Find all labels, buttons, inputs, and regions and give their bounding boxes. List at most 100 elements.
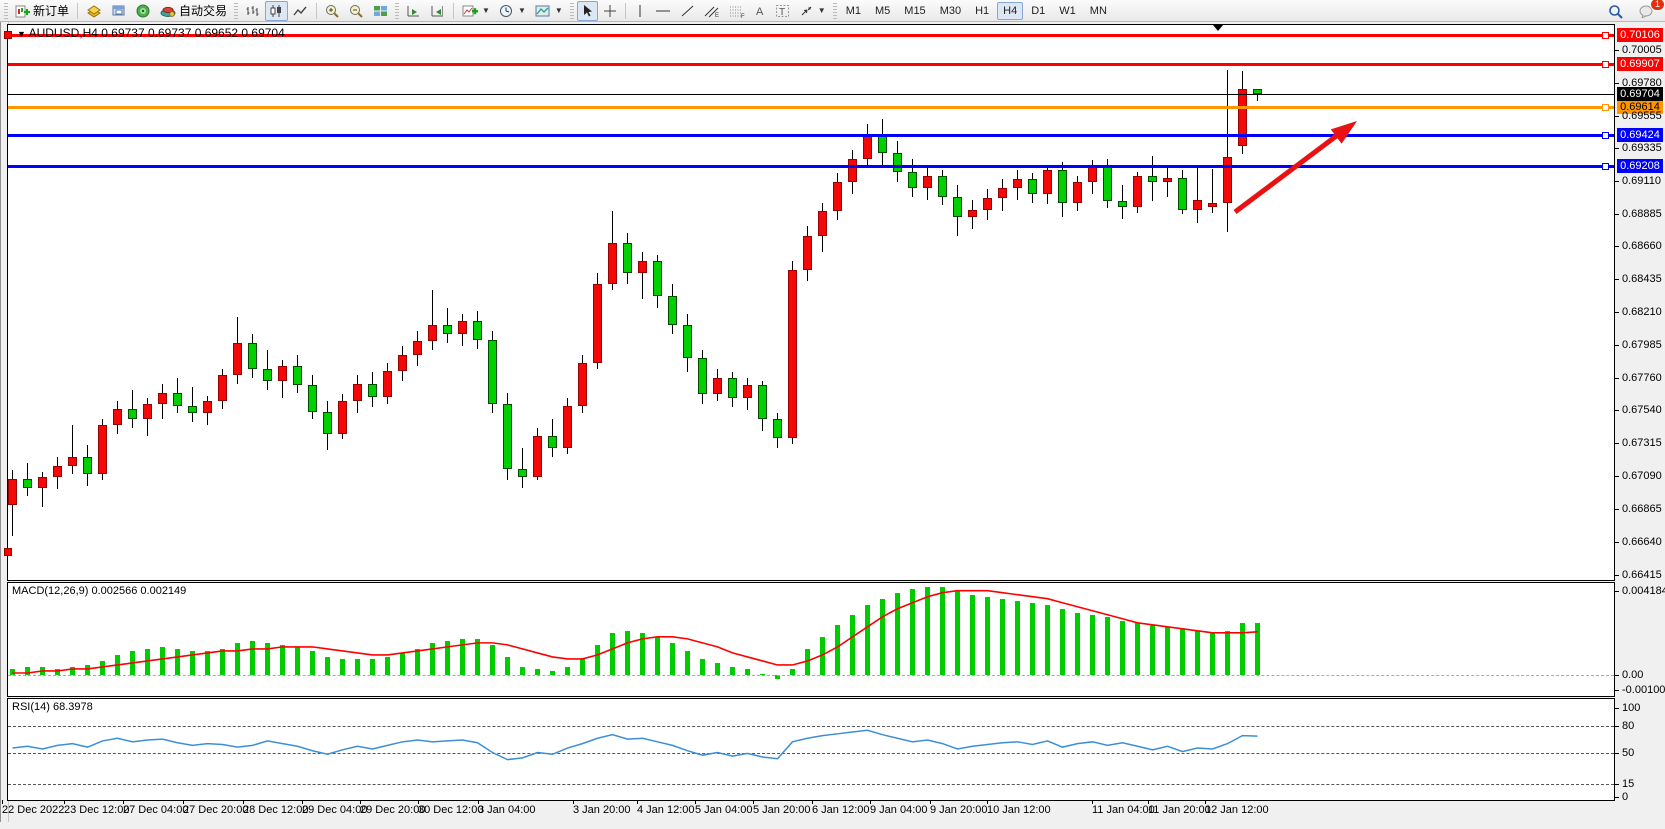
time-axis-label: 23 Dec 12:00 [64,804,130,816]
toolbar-separator [77,2,79,19]
autotrading-label: 自动交易 [179,4,228,18]
timeframe-m15-button[interactable]: M15 [904,4,926,17]
equidistant-channel-icon: E [704,4,720,18]
data-window-button[interactable] [132,1,155,21]
timeframe-w1-button[interactable]: W1 [1059,4,1076,17]
price-axis-tick [1615,246,1619,248]
timeframe-m5-button[interactable]: M5 [875,4,891,17]
text-icon: A [754,4,766,18]
price-axis-tick [1615,377,1619,379]
channel-tool-button[interactable]: E [700,1,724,21]
chevron-down-icon: ▼ [554,6,563,15]
periods-button[interactable]: ▼ [495,1,530,21]
zoom-in-icon [325,4,340,18]
tile-windows-button[interactable] [369,1,392,21]
svg-text:A: A [756,6,764,18]
clock-icon [499,4,514,18]
rsi-axis-label: 100 [1622,702,1641,714]
arrows-icon [799,4,814,18]
time-axis-label: 27 Dec 20:00 [183,804,249,816]
time-axis-label: 9 Jan 04:00 [870,804,928,816]
candlestick-chart-button[interactable] [265,0,289,21]
main-chart-panel[interactable] [7,24,1615,581]
auto-scroll-button[interactable] [402,1,425,21]
indicators-button[interactable]: ▼ [458,1,494,21]
macd-panel[interactable] [7,582,1615,697]
cursor-tool-button[interactable] [576,0,598,21]
rsi-axis-label: 50 [1622,746,1635,759]
price-axis-label: 0.69110 [1622,174,1661,187]
price-axis-tick [1615,475,1619,477]
templates-button[interactable]: ▼ [531,1,567,21]
rsi-axis-label: 0 [1622,791,1629,803]
timeframe-h4-button[interactable]: H4 [997,1,1024,20]
macd-axis-tick [1615,690,1619,691]
timeframe-h1-button[interactable]: H1 [975,4,990,17]
price-axis-label: 0.66640 [1622,535,1662,548]
zoom-out-button[interactable] [345,1,368,21]
text-tool-button[interactable]: A [750,1,770,21]
price-axis-tick [1615,443,1619,445]
horizontal-line-tool-button[interactable] [651,1,675,21]
macd-axis-label: -0.001009 [1622,684,1665,696]
macd-axis-tick [1615,591,1619,592]
price-axis-tick [1615,345,1619,347]
time-axis-label: 3 Jan 20:00 [573,804,631,816]
zoom-in-button[interactable] [321,1,344,21]
time-axis-label: 11 Jan 04:00 [1092,804,1155,816]
chart-shift-icon [430,4,445,18]
price-line-badge: 0.69208 [1617,159,1663,174]
profiles-button[interactable] [82,1,106,21]
new-order-button[interactable]: 新订单 [11,1,73,21]
autotrading-button[interactable]: 自动交易 [156,1,231,21]
price-axis-label: 0.68885 [1622,207,1662,220]
time-axis-label: 10 Jan 12:00 [987,804,1051,816]
chart-shift-button[interactable] [426,1,449,21]
line-chart-button[interactable] [289,1,312,21]
crosshair-tool-button[interactable] [599,1,621,21]
chevron-down-icon: ▼ [517,6,526,15]
symbol-dropdown-icon[interactable]: ▼ [17,29,26,39]
text-label-tool-button[interactable]: T [771,1,794,21]
time-axis-label: 12 Jan 12:00 [1205,804,1269,816]
price-axis-label: 0.70005 [1622,43,1662,56]
price-axis-label: 0.69335 [1622,141,1662,154]
bar-chart-button[interactable] [241,1,264,21]
price-axis-tick [1615,82,1619,84]
timeframe-m1-button[interactable]: M1 [845,4,861,17]
toolbar-separator [316,2,318,19]
svg-text:T: T [779,7,785,18]
market-watch-button[interactable] [107,1,131,21]
arrows-tool-button[interactable]: ▼ [795,1,830,21]
notifications-button[interactable]: 1 [1635,0,1665,21]
price-axis-label: 0.66415 [1622,568,1662,581]
rsi-panel[interactable] [7,698,1615,801]
price-axis-tick [1615,279,1619,281]
price-axis-tick [1615,213,1619,215]
toolbar-grip [832,2,837,19]
price-line-badge: 0.70106 [1617,28,1663,42]
timeframe-m30-button[interactable]: M30 [939,4,962,17]
rsi-axis-tick [1615,752,1619,754]
timeframe-d1-button[interactable]: D1 [1031,4,1046,17]
vertical-line-tool-button[interactable] [630,1,650,21]
toolbar-separator [624,2,626,19]
rsi-axis-label: 15 [1622,777,1635,790]
time-axis-label: 22 Dec 2022 [2,804,65,816]
indicators-icon [462,4,479,18]
fibonacci-tool-button[interactable]: F [725,1,749,21]
toolbar-grip [395,2,400,19]
candlestick-chart-icon [269,4,284,18]
time-axis-label: 4 Jan 12:00 [637,804,695,816]
line-chart-icon [293,4,308,18]
search-button[interactable] [1604,1,1627,21]
price-axis-label: 0.66865 [1622,502,1662,515]
toolbar-grip [234,2,239,19]
notification-count-badge: 1 [1649,0,1665,11]
timeframe-mn-button[interactable]: MN [1089,4,1107,17]
price-axis-label: 0.67315 [1622,437,1662,450]
svg-text:E: E [715,13,719,18]
trendline-tool-button[interactable] [676,1,699,21]
cursor-icon [581,4,594,18]
